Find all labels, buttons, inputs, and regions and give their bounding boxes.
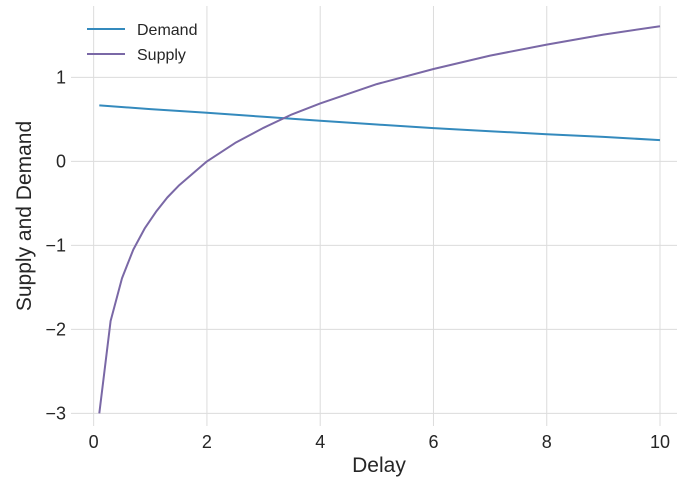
x-tick-label: 10 [650,432,670,452]
legend-label-demand: Demand [137,22,197,39]
x-tick-label: 6 [428,432,438,452]
tick-labels: 0 2 4 6 8 10 −3 −2 −1 0 1 [45,67,670,452]
y-tick-label: −2 [45,319,66,339]
x-tick-label: 0 [89,432,99,452]
y-tick-label: 0 [56,151,66,171]
y-axis-label: Supply and Demand [13,121,36,311]
series-line-supply [98,25,661,414]
y-tick-label: −1 [45,235,66,255]
legend: Demand Supply [87,22,197,64]
series-layer [98,25,661,414]
y-tick-label: −3 [45,403,66,423]
x-tick-label: 2 [202,432,212,452]
y-tick-label: 1 [56,67,66,87]
x-tick-label: 4 [315,432,325,452]
legend-label-supply: Supply [137,47,186,64]
x-tick-label: 8 [542,432,552,452]
x-axis-label: Delay [352,454,406,477]
series-line-demand [99,104,661,142]
grid [71,6,677,426]
